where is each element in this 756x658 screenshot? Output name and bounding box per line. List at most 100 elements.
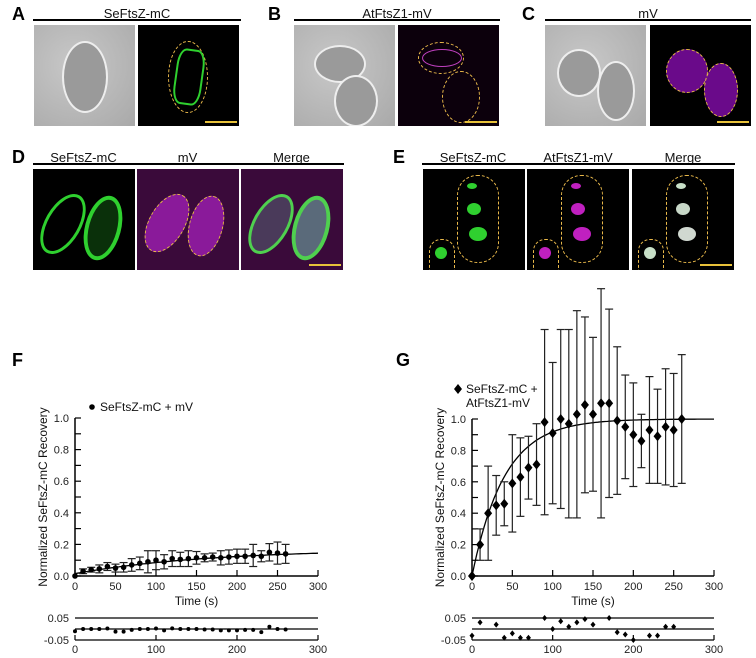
svg-text:0.05: 0.05 <box>48 613 69 625</box>
cell <box>334 75 378 126</box>
cell-outline <box>181 191 231 261</box>
svg-text:-0.05: -0.05 <box>44 635 69 647</box>
svg-text:100: 100 <box>543 644 561 656</box>
panel-e-atftsz1 <box>527 169 629 270</box>
cell-outline <box>666 175 708 263</box>
panel-e-col-2: AtFtsZ1-mV <box>543 150 613 165</box>
svg-text:0: 0 <box>469 581 475 593</box>
panel-label-g: G <box>396 350 411 370</box>
panel-e-col-3: Merge <box>664 150 702 165</box>
cell-outline <box>442 71 480 123</box>
scale-bar <box>205 121 237 123</box>
svg-text:0: 0 <box>72 581 78 593</box>
svg-text:50: 50 <box>506 581 518 593</box>
panel-e-seftsz <box>423 169 525 270</box>
cell-outline <box>666 49 708 93</box>
fluorescent-spot <box>676 203 690 215</box>
fluorescent-spot <box>469 227 487 241</box>
cell-outline <box>533 239 559 270</box>
panel-a-brightfield <box>34 25 135 126</box>
svg-text:Normalized SeFtsZ-mC Recovery: Normalized SeFtsZ-mC Recovery <box>433 408 447 587</box>
panel-label-a: A <box>12 4 25 24</box>
svg-text:AtFtsZ1-mV: AtFtsZ1-mV <box>466 396 530 410</box>
chart-g: 0.0 0.2 0.4 0.6 0.8 1.0 0 50 100 150 200 250 300 Time… <box>433 288 723 656</box>
panel-label-d: D <box>12 147 25 167</box>
cell <box>597 61 635 121</box>
panel-c-brightfield <box>545 25 646 126</box>
svg-text:Normalized SeFtsZ-mC Recovery: Normalized SeFtsZ-mC Recovery <box>36 407 50 586</box>
panel-a-title: SeFtsZ-mC <box>103 6 171 21</box>
svg-text:0.0: 0.0 <box>54 571 69 583</box>
chart-f: 0.0 0.2 0.4 0.6 0.8 1.0 0 50 100 150 200 250 300 Time… <box>36 400 327 656</box>
svg-text:0.4: 0.4 <box>54 508 69 520</box>
fluorescent-spot <box>644 247 656 259</box>
cell-outline <box>418 42 464 74</box>
panel-b-title: AtFtsZ1-mV <box>362 6 432 21</box>
cell-outline <box>168 41 208 113</box>
panel-c-fluorescence <box>650 25 751 126</box>
panel-label-b: B <box>268 4 281 24</box>
panel-d-mv <box>137 169 239 270</box>
scale-bar <box>717 121 749 123</box>
panel-d-col-2: mV <box>177 150 198 165</box>
cell-outline <box>704 63 738 117</box>
svg-text:300: 300 <box>705 581 723 593</box>
cell <box>62 41 108 113</box>
panel-e-rule <box>422 163 735 165</box>
panel-b-fluorescence <box>398 25 499 126</box>
svg-text:0.05: 0.05 <box>445 613 466 625</box>
panel-b-rule <box>294 19 500 21</box>
panel-label-e: E <box>393 147 406 167</box>
svg-text:200: 200 <box>624 581 642 593</box>
panel-d-col-1: SeFtsZ-mC <box>50 150 117 165</box>
fluorescent-spot <box>435 247 447 259</box>
panel-d-col-3: Merge <box>273 150 310 165</box>
ftsz-ring <box>422 49 462 67</box>
svg-text:1.0: 1.0 <box>451 414 466 426</box>
panel-b-brightfield <box>294 25 395 126</box>
svg-text:100: 100 <box>147 581 165 593</box>
svg-text:SeFtsZ-mC +: SeFtsZ-mC + <box>466 382 538 396</box>
svg-text:50: 50 <box>109 581 121 593</box>
fluorescent-spot <box>571 183 581 189</box>
fluorescent-spot <box>539 247 551 259</box>
panel-e-col-1: SeFtsZ-mC <box>439 150 507 165</box>
scale-bar <box>700 264 732 266</box>
svg-text:0: 0 <box>72 644 78 656</box>
svg-text:200: 200 <box>228 581 246 593</box>
cell-outline <box>638 239 664 270</box>
fluorescent-spot <box>467 183 477 189</box>
svg-text:200: 200 <box>624 644 642 656</box>
fluorescent-spot <box>573 227 591 241</box>
svg-text:Time (s): Time (s) <box>175 594 219 608</box>
svg-text:0.2: 0.2 <box>451 540 466 552</box>
svg-text:150: 150 <box>187 581 205 593</box>
cell-outline <box>561 175 603 263</box>
svg-text:200: 200 <box>228 644 246 656</box>
svg-text:0.2: 0.2 <box>54 539 69 551</box>
panel-label-f: F <box>12 350 23 370</box>
svg-text:300: 300 <box>309 581 327 593</box>
cell-outline <box>457 175 499 263</box>
svg-text:Time (s): Time (s) <box>571 594 615 608</box>
panel-c-title: mV <box>638 6 658 21</box>
svg-text:0.6: 0.6 <box>451 477 466 489</box>
svg-text:-0.05: -0.05 <box>441 635 466 647</box>
panel-label-c: C <box>522 4 535 24</box>
cell-outline <box>429 239 455 270</box>
panel-c-rule <box>545 19 751 21</box>
svg-text:0: 0 <box>469 644 475 656</box>
svg-text:0.0: 0.0 <box>451 571 466 583</box>
fluorescent-spot <box>678 227 696 241</box>
scale-bar <box>465 121 497 123</box>
fluorescent-spot <box>467 203 481 215</box>
panel-a-fluorescence <box>138 25 239 126</box>
fluorescent-spot <box>676 183 686 189</box>
svg-text:100: 100 <box>147 644 165 656</box>
panel-d-rule <box>33 163 344 165</box>
svg-text:300: 300 <box>309 644 327 656</box>
svg-text:100: 100 <box>543 581 561 593</box>
svg-text:250: 250 <box>664 581 682 593</box>
svg-text:0.8: 0.8 <box>451 445 466 457</box>
svg-text:0.8: 0.8 <box>54 445 69 457</box>
